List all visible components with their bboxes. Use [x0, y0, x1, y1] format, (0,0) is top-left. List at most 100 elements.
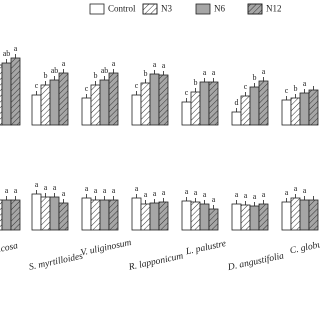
significance-letter: c — [285, 86, 289, 95]
bar-hatch — [41, 197, 50, 230]
bar-hatch — [11, 200, 20, 230]
bar-hatch — [209, 82, 218, 125]
significance-letter: c — [35, 81, 39, 90]
bar-hatch — [291, 98, 300, 125]
legend-hatch — [142, 3, 158, 15]
legend-swatch — [195, 3, 211, 15]
significance-letter: a — [94, 186, 98, 195]
significance-letter: a — [262, 190, 266, 199]
bar — [281, 99, 292, 126]
significance-letter: c — [244, 82, 248, 91]
bar — [231, 203, 242, 231]
legend-label: Control — [108, 4, 136, 14]
significance-letter: a — [62, 59, 66, 68]
bar-hatch — [241, 205, 250, 230]
bar-hatch — [191, 202, 200, 230]
bar — [1, 199, 12, 231]
significance-letter: a — [35, 180, 39, 189]
bar — [31, 94, 42, 126]
bar — [131, 197, 142, 231]
bar-hatch — [0, 65, 2, 125]
significance-letter: a — [303, 186, 307, 195]
x-tick-label: V. uliginosum — [80, 238, 133, 259]
significance-letter: a — [14, 186, 18, 195]
x-tick-label: S. myrtilloides — [28, 252, 84, 273]
significance-letter: a — [153, 189, 157, 198]
bar-hatch — [91, 85, 100, 125]
significance-letter: a — [262, 67, 266, 76]
bar — [249, 86, 260, 126]
bar — [1, 62, 12, 126]
bar — [299, 199, 310, 231]
significance-letter: a — [62, 189, 66, 198]
significance-letter: a — [244, 191, 248, 200]
bar — [131, 94, 142, 126]
x-tick-label: icosa — [0, 241, 19, 255]
x-tick-label: R. lapponicum — [127, 252, 184, 274]
significance-letter: a — [153, 60, 157, 69]
bar — [81, 197, 92, 231]
bar-hatch — [259, 204, 268, 230]
significance-letter: a — [194, 188, 198, 197]
significance-letter: a — [162, 188, 166, 197]
legend-label: N3 — [161, 4, 172, 14]
significance-letter: ab — [51, 66, 59, 75]
bar — [281, 201, 292, 231]
x-tick-label: L. palustre — [184, 239, 227, 257]
significance-letter: a — [253, 192, 257, 201]
significance-letter: b — [294, 84, 298, 93]
bar-hatch — [0, 200, 2, 230]
bar-hatch — [91, 200, 100, 230]
legend-swatch — [89, 3, 105, 15]
bar — [249, 205, 260, 231]
significance-letter: ab — [3, 49, 11, 58]
significance-letter: b — [194, 78, 198, 87]
significance-letter: d — [235, 98, 239, 107]
significance-letter: c — [135, 81, 139, 90]
bar-hatch — [191, 92, 200, 125]
significance-letter: a — [112, 186, 116, 195]
significance-letter: a — [85, 184, 89, 193]
bar-hatch — [109, 73, 118, 125]
significance-letter: b — [44, 71, 48, 80]
significance-letter: a — [112, 59, 116, 68]
significance-letter: ab — [101, 66, 109, 75]
bar — [231, 111, 242, 126]
bar — [181, 200, 192, 231]
bar — [181, 101, 192, 126]
legend-label: N12 — [266, 4, 282, 14]
bar-hatch — [141, 204, 150, 230]
bar-hatch — [309, 90, 318, 125]
bar — [199, 81, 210, 126]
bar — [149, 73, 160, 126]
significance-letter: a — [303, 79, 307, 88]
significance-letter: a — [144, 190, 148, 199]
bar-hatch — [309, 200, 318, 230]
bar — [199, 203, 210, 231]
significance-letter: a — [5, 186, 9, 195]
significance-letter: b — [253, 73, 257, 82]
significance-letter: a — [294, 184, 298, 193]
x-tick-label: D. angustifolia — [226, 250, 285, 273]
x-tick-label: C. globu — [289, 240, 320, 257]
bar — [49, 79, 60, 126]
bar — [49, 196, 60, 231]
legend-label: N6 — [214, 4, 225, 14]
bar — [81, 97, 92, 126]
significance-letter: a — [53, 183, 57, 192]
significance-letter: a — [44, 183, 48, 192]
significance-letter: c — [185, 88, 189, 97]
significance-letter: a — [135, 184, 139, 193]
bar-hatch — [209, 209, 218, 230]
legend-hatch — [247, 3, 263, 15]
significance-letter: a — [212, 68, 216, 77]
bar — [149, 202, 160, 231]
bar — [299, 92, 310, 126]
bar-hatch — [141, 83, 150, 125]
bar-hatch — [41, 85, 50, 125]
bar-hatch — [109, 200, 118, 230]
bar-hatch — [11, 58, 20, 125]
significance-letter: b — [94, 71, 98, 80]
significance-letter: a — [162, 61, 166, 70]
